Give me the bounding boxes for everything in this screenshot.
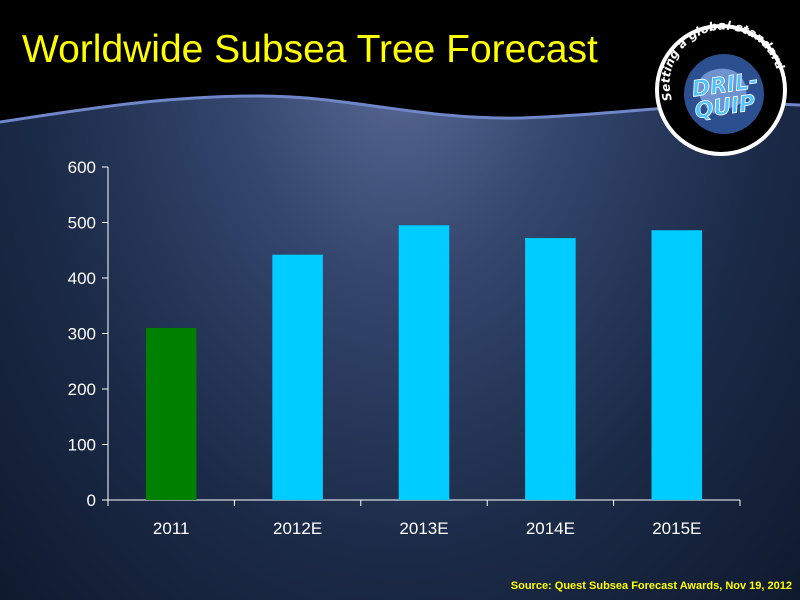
y-tick-label: 400 — [68, 269, 96, 288]
bar-2013e — [398, 225, 450, 500]
bar-2015e — [651, 230, 703, 500]
y-tick-label: 600 — [68, 158, 96, 177]
company-logo: Setting a global standard DRIL- QUIP — [655, 19, 787, 156]
x-tick-label: 2011 — [153, 519, 190, 538]
x-tick-label: 2012E — [273, 519, 322, 538]
y-tick-label: 100 — [68, 436, 96, 455]
globe-landmass — [698, 68, 747, 115]
y-tick-label: 500 — [68, 214, 96, 233]
bar-2011 — [145, 327, 197, 500]
bar-2014e — [525, 238, 576, 501]
y-tick-label: 200 — [68, 380, 96, 399]
slide-title: Worldwide Subsea Tree Forecast — [22, 28, 598, 71]
chart-labels: 0 100 200 300 400 500 600 2011 2012E 2013E 2014E 20… — [68, 158, 702, 538]
bar-2012e — [272, 254, 323, 500]
x-tick-label: 2015E — [652, 519, 701, 538]
chart-bars — [145, 225, 703, 501]
y-tick-label: 300 — [68, 325, 96, 344]
y-tick-label: 0 — [87, 491, 96, 510]
x-tick-label: 2013E — [399, 519, 448, 538]
x-tick-label: 2014E — [526, 519, 575, 538]
source-note: Source: Quest Subsea Forecast Awards, No… — [510, 580, 792, 592]
